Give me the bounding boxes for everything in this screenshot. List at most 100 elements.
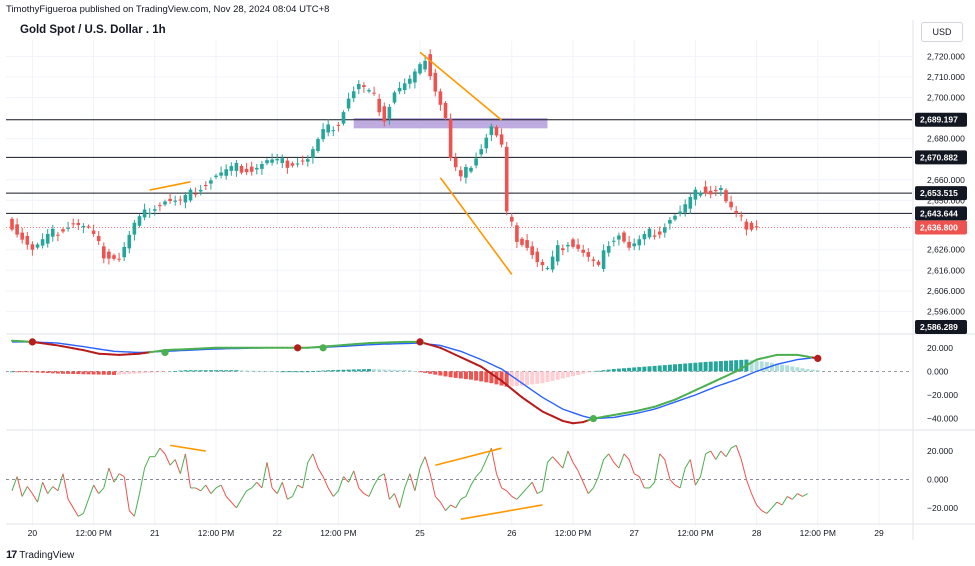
candle-body — [20, 232, 24, 240]
candle-body — [168, 198, 172, 202]
macd-line-segment — [510, 388, 518, 395]
osc-line-segment — [618, 453, 625, 469]
macd-hist-bar — [474, 371, 479, 381]
candle-body — [137, 216, 142, 226]
candle-body — [469, 167, 473, 172]
osc-line-segment — [108, 467, 115, 483]
price-axis: 2,720.000 2,710.000 2,700.000 2,680.000 2,66… — [915, 51, 967, 513]
macd-hist-bar — [759, 361, 764, 372]
candle-body — [341, 112, 346, 124]
candle-body — [530, 246, 534, 255]
candle-body — [663, 227, 667, 233]
macd-hist-bar — [71, 371, 76, 374]
osc-line-segment — [78, 513, 84, 517]
macd-hist-bar — [173, 370, 178, 372]
macd-hist-bar — [790, 366, 795, 372]
price-tick-label: 2,606.000 — [927, 286, 965, 296]
osc-line-segment — [230, 501, 237, 509]
candle-body — [163, 201, 167, 205]
osc-line-segment — [761, 510, 768, 514]
macd-hist-bar — [142, 371, 147, 374]
macd-hist-bar — [132, 371, 137, 374]
macd-hist-bar — [163, 371, 167, 373]
candle-body — [275, 158, 279, 161]
candle-body — [606, 246, 611, 253]
osc-divergence-line-1 — [435, 447, 502, 467]
macd-hist-bar — [321, 370, 326, 372]
osc-line-segment — [715, 450, 722, 460]
macd-hist-bar — [208, 370, 213, 372]
time-tick-label: 12:00 PM — [198, 528, 234, 538]
macd-hist-bar — [627, 367, 632, 372]
time-tick-label: 26 — [507, 528, 517, 538]
osc-line-segment — [496, 473, 503, 489]
macd-hist-bar — [754, 360, 759, 372]
macd-hist-bar — [550, 371, 555, 381]
candle-body — [86, 226, 91, 228]
symbol-title[interactable]: Gold Spot / U.S. Dollar . 1h — [20, 24, 166, 36]
osc-line-segment — [450, 504, 456, 509]
currency-button[interactable]: USD — [921, 22, 963, 42]
macd-hist-bar — [45, 371, 50, 374]
osc-line-segment — [179, 453, 186, 474]
osc-line-segment — [485, 447, 492, 460]
osc-line-segment — [786, 496, 793, 500]
macd-hist-bar — [525, 371, 530, 385]
level-tag-3-bg — [915, 206, 967, 221]
macd-hist-bar — [275, 371, 280, 373]
osc-line-segment — [424, 456, 431, 474]
candle-body — [214, 175, 218, 178]
macd-hist-bar — [30, 371, 35, 373]
osc-line-segment — [98, 487, 105, 494]
osc-line-segment — [16, 476, 23, 497]
macd-hist-bar — [392, 369, 397, 372]
current-price-tag-bg — [915, 220, 967, 235]
candle-body — [193, 193, 198, 195]
osc-line-segment — [664, 459, 671, 480]
macd-hist-bar — [469, 371, 473, 380]
osc-line-segment — [302, 462, 309, 489]
macd-line-segment — [495, 376, 503, 382]
macd-hist-bar — [489, 371, 494, 384]
bottom-price-tag: 2,586.289 — [920, 322, 958, 332]
osc-line-segment — [684, 459, 691, 469]
candle-body — [627, 241, 631, 248]
candle-body — [438, 91, 443, 105]
candle-body — [306, 159, 310, 162]
candle-body — [61, 229, 65, 232]
candle-body — [234, 162, 239, 171]
macd-hist-bar — [565, 371, 570, 378]
osc-divergence-line-0 — [169, 444, 206, 452]
macd-hist-bar — [688, 363, 693, 372]
candle-body — [703, 186, 708, 194]
macd-hist-bar — [331, 370, 336, 372]
osc-line-segment — [598, 459, 605, 477]
osc-line-segment — [57, 473, 64, 491]
price-tick-label: 2,700.000 — [927, 92, 965, 102]
price-tick-label: 2,720.000 — [927, 51, 965, 61]
time-tick-label: 25 — [415, 528, 425, 538]
candle-body — [15, 224, 19, 235]
osc-line-segment — [11, 476, 18, 491]
osc-line-segment — [592, 476, 599, 489]
osc-line-segment — [756, 504, 763, 511]
macd-cross-marker-0 — [28, 338, 36, 346]
osc-line-segment — [766, 507, 773, 514]
osc-line-segment — [292, 484, 299, 497]
time-axis: 20 12:00 PM 21 12:00 PM 22 12:00 PM 25 26 12:00 … — [28, 528, 884, 538]
osc-line-segment — [460, 496, 467, 500]
macd-hist-bar — [611, 369, 616, 372]
level-tag-2-bg — [915, 186, 967, 201]
macd-hist-bar — [800, 368, 805, 372]
osc-line-segment — [389, 493, 395, 500]
macd-hist-bar — [239, 370, 244, 372]
chart-canvas[interactable]: 2,720.000 2,710.000 2,700.000 2,680.000 2,66… — [0, 0, 975, 546]
candle-body — [484, 137, 489, 149]
macd-hist-bar — [249, 370, 254, 372]
candle-body — [678, 211, 682, 214]
trendline-1 — [419, 51, 503, 121]
osc-line-segment — [72, 507, 79, 517]
osc-line-segment — [414, 467, 421, 491]
osc-line-segment — [419, 456, 426, 469]
osc-line-segment — [394, 493, 401, 508]
